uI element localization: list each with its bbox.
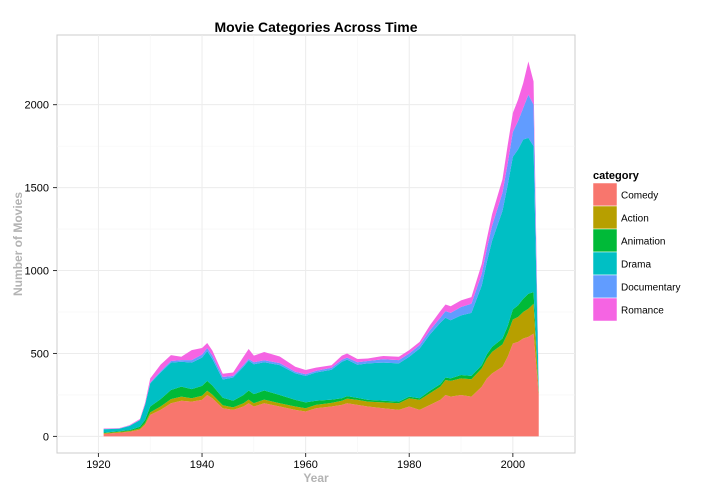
legend-label-action: Action — [621, 214, 649, 225]
y-tick-label: 1000 — [25, 266, 49, 278]
y-tick-label: 1500 — [25, 183, 49, 195]
legend-label-comedy: Comedy — [621, 191, 658, 202]
legend-key-action — [592, 205, 618, 230]
legend-key-animation — [592, 228, 618, 253]
y-axis: 0 500 1000 1500 2000 — [25, 100, 57, 443]
area-action — [103, 303, 539, 434]
area-drama — [103, 137, 539, 433]
legend-title: category — [593, 170, 640, 182]
legend-label-romance: Romance — [621, 306, 664, 317]
legend: category Comedy Action Animation Drama Docum… — [592, 170, 680, 322]
x-tick-label: 1920 — [86, 459, 110, 471]
area-documentary — [103, 94, 539, 430]
x-axis-title: Year — [303, 471, 329, 485]
y-tick-label: 2000 — [25, 100, 49, 112]
y-tick-label: 0 — [43, 431, 49, 443]
x-tick-label: 1980 — [397, 459, 421, 471]
y-axis-title: Number of Movies — [11, 192, 25, 296]
legend-key-romance — [592, 297, 618, 322]
y-tick-label: 500 — [31, 348, 49, 360]
legend-label-animation: Animation — [621, 237, 665, 248]
legend-key-comedy — [592, 182, 618, 207]
legend-label-drama: Drama — [621, 260, 651, 271]
legend-label-documentary: Documentary — [621, 283, 680, 294]
legend-key-drama — [592, 251, 618, 276]
x-tick-label: 1960 — [293, 459, 317, 471]
chart-title: Movie Categories Across Time — [214, 19, 417, 35]
x-tick-label: 1940 — [190, 459, 214, 471]
area-comedy — [103, 333, 539, 437]
legend-key-documentary — [592, 274, 618, 299]
x-tick-label: 2000 — [501, 459, 525, 471]
stacked-areas — [103, 61, 539, 437]
x-axis: 1920 1940 1960 1980 2000 — [86, 453, 525, 471]
